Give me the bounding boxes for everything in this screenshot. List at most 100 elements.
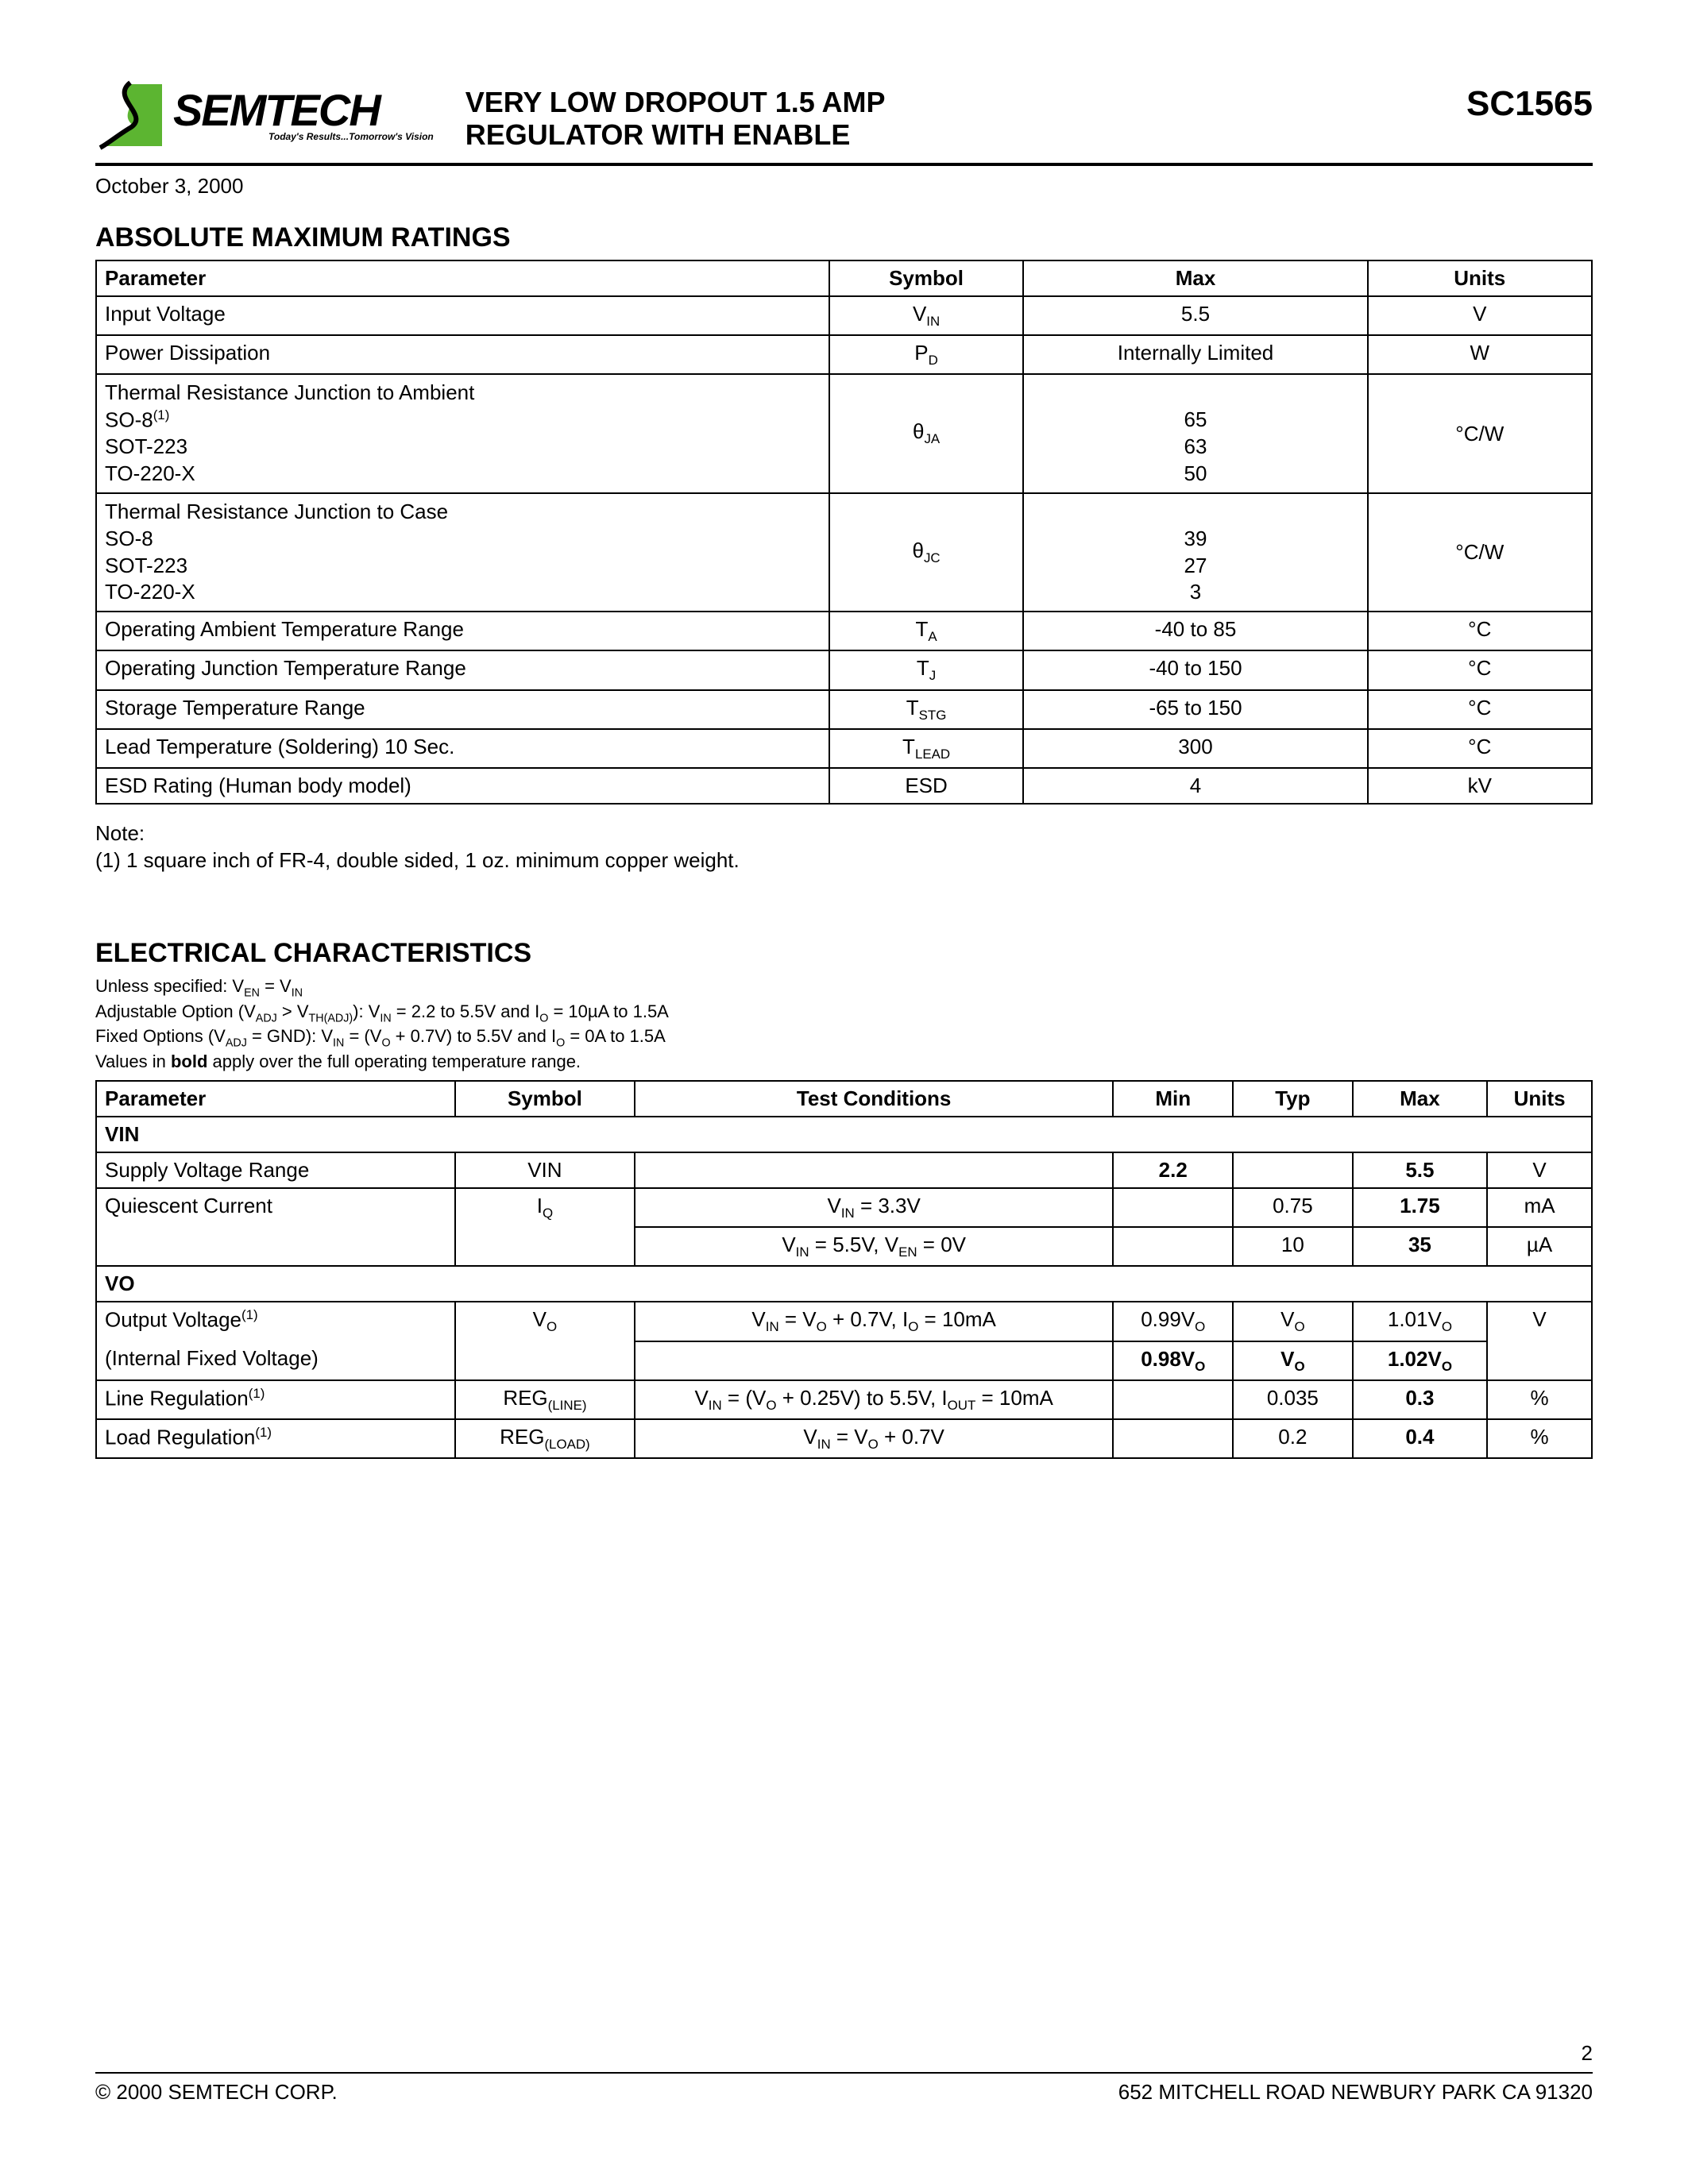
cell-min: 0.99VO [1113, 1302, 1233, 1341]
cell-param: Quiescent Current [96, 1188, 455, 1266]
cell-symbol: ESD [829, 768, 1024, 804]
cell-param: Load Regulation(1) [96, 1419, 455, 1458]
table-row: Quiescent Current IQ VIN = 3.3V 0.75 1.7… [96, 1188, 1592, 1227]
cell-typ: 0.2 [1233, 1419, 1353, 1458]
cell-param: Operating Ambient Temperature Range [96, 612, 829, 650]
col-parameter: Parameter [96, 1081, 455, 1117]
company-name: SEMTECH [173, 88, 434, 133]
elec-conditions: Unless specified: VEN = VIN Adjustable O… [95, 975, 1593, 1075]
cell-min [1113, 1188, 1233, 1227]
cell-param: Lead Temperature (Soldering) 10 Sec. [96, 729, 829, 768]
cell-typ: VO [1233, 1302, 1353, 1341]
page: SEMTECH Today's Results...Tomorrow's Vis… [0, 0, 1688, 2184]
tagline: Today's Results...Tomorrow's Vision [268, 131, 434, 142]
cell-param: Thermal Resistance Junction to Case SO-8… [96, 493, 829, 612]
table-header-row: Parameter Symbol Test Conditions Min Typ… [96, 1081, 1592, 1117]
cell-min: 2.2 [1113, 1152, 1233, 1188]
cell-cond: VIN = VO + 0.7V [635, 1419, 1114, 1458]
cell-param: Output Voltage(1) [96, 1302, 455, 1341]
section-label: VO [96, 1266, 1592, 1302]
note-label: Note: [95, 821, 145, 845]
cell-max: 1.75 [1353, 1188, 1487, 1227]
cell-param: Supply Voltage Range [96, 1152, 455, 1188]
page-number: 2 [95, 2041, 1593, 2066]
col-min: Min [1113, 1081, 1233, 1117]
table-row: Line Regulation(1) REG(LINE) VIN = (VO +… [96, 1380, 1592, 1419]
cell-param: Thermal Resistance Junction to Ambient S… [96, 374, 829, 493]
cell-param: (Internal Fixed Voltage) [96, 1341, 455, 1380]
logo-block: SEMTECH Today's Results...Tomorrow's Vis… [95, 79, 434, 151]
date: October 3, 2000 [95, 174, 1593, 199]
footer-line: © 2000 SEMTECH CORP. 652 MITCHELL ROAD N… [95, 2080, 1593, 2105]
footer: 2 © 2000 SEMTECH CORP. 652 MITCHELL ROAD… [95, 2041, 1593, 2105]
cell-symbol: REG(LOAD) [455, 1419, 635, 1458]
cell-typ: 0.035 [1233, 1380, 1353, 1419]
header-rule [95, 163, 1593, 166]
cell-symbol: TSTG [829, 690, 1024, 729]
cell-typ: VO [1233, 1341, 1353, 1380]
title-block: VERY LOW DROPOUT 1.5 AMP REGULATOR WITH … [465, 86, 1450, 152]
cell-param: Operating Junction Temperature Range [96, 650, 829, 689]
abs-max-table: Parameter Symbol Max Units Input Voltage… [95, 260, 1593, 805]
copyright: © 2000 SEMTECH CORP. [95, 2080, 338, 2105]
cell-typ: 10 [1233, 1227, 1353, 1266]
cell-symbol: TJ [829, 650, 1024, 689]
cell-units: °C [1368, 729, 1592, 768]
section-row-vin: VIN [96, 1117, 1592, 1152]
cell-cond: VIN = VO + 0.7V, IO = 10mA [635, 1302, 1114, 1341]
cell-symbol: VIN [455, 1152, 635, 1188]
cell-cond: VIN = 3.3V [635, 1188, 1114, 1227]
col-max: Max [1023, 260, 1367, 296]
table-row: Power Dissipation PD Internally Limited … [96, 335, 1592, 374]
cell-symbol: TA [829, 612, 1024, 650]
table-row: Load Regulation(1) REG(LOAD) VIN = VO + … [96, 1419, 1592, 1458]
table-header-row: Parameter Symbol Max Units [96, 260, 1592, 296]
cell-units: V [1368, 296, 1592, 335]
cell-units: °C/W [1368, 493, 1592, 612]
cell-cond: VIN = (VO + 0.25V) to 5.5V, IOUT = 10mA [635, 1380, 1114, 1419]
cell-units: % [1487, 1380, 1592, 1419]
cell-cond [635, 1341, 1114, 1380]
cell-max: 5.5 [1023, 296, 1367, 335]
note-1: (1) 1 square inch of FR-4, double sided,… [95, 848, 740, 872]
footer-rule [95, 2072, 1593, 2074]
address: 652 MITCHELL ROAD NEWBURY PARK CA 91320 [1118, 2080, 1593, 2105]
cell-param: ESD Rating (Human body model) [96, 768, 829, 804]
abs-max-title: ABSOLUTE MAXIMUM RATINGS [95, 222, 1593, 253]
table-row: Operating Ambient Temperature Range TA -… [96, 612, 1592, 650]
cell-symbol: REG(LINE) [455, 1380, 635, 1419]
cell-min [1113, 1419, 1233, 1458]
table-row: Input Voltage VIN 5.5 V [96, 296, 1592, 335]
cell-symbol: IQ [455, 1188, 635, 1266]
product-title-line1: VERY LOW DROPOUT 1.5 AMP [465, 86, 1450, 118]
cell-units: V [1487, 1302, 1592, 1379]
part-number: SC1565 [1466, 84, 1593, 124]
table-row: Thermal Resistance Junction to Ambient S… [96, 374, 1592, 493]
header: SEMTECH Today's Results...Tomorrow's Vis… [95, 79, 1593, 152]
cell-units: °C [1368, 612, 1592, 650]
cell-units: mA [1487, 1188, 1592, 1227]
cell-max: 4 [1023, 768, 1367, 804]
cell-max: 1.01VO [1353, 1302, 1487, 1341]
section-label: VIN [96, 1117, 1592, 1152]
table-row: Output Voltage(1) VO VIN = VO + 0.7V, IO… [96, 1302, 1592, 1341]
cell-units: kV [1368, 768, 1592, 804]
cell-max: -40 to 85 [1023, 612, 1367, 650]
semtech-logo-icon [95, 79, 167, 151]
cell-symbol: VO [455, 1302, 635, 1379]
cell-param: Storage Temperature Range [96, 690, 829, 729]
cell-max: 35 [1353, 1227, 1487, 1266]
cell-units: W [1368, 335, 1592, 374]
table-row: (Internal Fixed Voltage) 0.98VO VO 1.02V… [96, 1341, 1592, 1380]
cell-max: 300 [1023, 729, 1367, 768]
cell-min [1113, 1380, 1233, 1419]
table-row: Lead Temperature (Soldering) 10 Sec. TLE… [96, 729, 1592, 768]
cell-symbol: θJA [829, 374, 1024, 493]
cell-symbol: PD [829, 335, 1024, 374]
cell-min: 0.98VO [1113, 1341, 1233, 1380]
table-row: Operating Junction Temperature Range TJ … [96, 650, 1592, 689]
col-units: Units [1368, 260, 1592, 296]
col-parameter: Parameter [96, 260, 829, 296]
table-row: Thermal Resistance Junction to Case SO-8… [96, 493, 1592, 612]
elec-title: ELECTRICAL CHARACTERISTICS [95, 938, 1593, 969]
